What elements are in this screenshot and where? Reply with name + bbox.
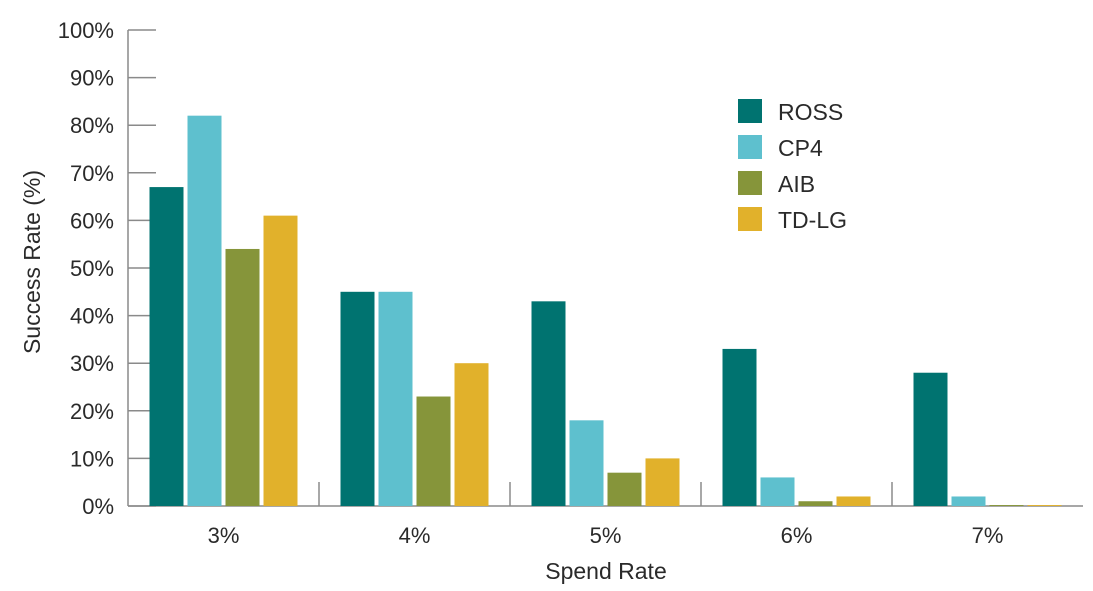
y-tick-label: 40% [70,304,114,329]
y-axis-title: Success Rate (%) [19,170,45,354]
y-tick-label: 50% [70,256,114,281]
bar-aib-0 [225,248,260,506]
y-ticks: 0% 10% 20% 30% 40% 50% 60% 70% 80% 90% 100% [58,18,156,519]
y-tick-label: 70% [70,161,114,186]
y-tick-label: 30% [70,351,114,376]
bar-aib-1 [416,396,451,506]
bar-aib-2 [607,472,642,506]
y-tick-label: 0% [82,494,114,519]
legend-swatch-aib [738,171,762,195]
y-tick-label: 80% [70,113,114,138]
x-axis-title: Spend Rate [545,558,666,584]
bar-td-lg-4 [1027,505,1062,506]
bar-td-lg-1 [454,363,489,506]
bars [149,115,1062,507]
x-ticks: 3% 4% 5% 6% 7% [208,482,1004,548]
bar-ross-2 [531,301,566,506]
y-tick-label: 60% [70,208,114,233]
bar-ross-4 [913,372,948,506]
bar-td-lg-0 [263,215,298,506]
x-tick-label: 6% [781,523,813,548]
y-tick-label: 20% [70,399,114,424]
legend-label-cp4: CP4 [778,135,823,161]
bar-ross-1 [340,291,375,506]
bar-cp4-0 [187,115,222,507]
y-tick-label: 100% [58,18,114,43]
y-tick-label: 10% [70,446,114,471]
legend: ROSS CP4 AIB TD-LG [738,99,847,233]
bar-td-lg-3 [836,496,871,506]
bar-cp4-3 [760,477,795,506]
bar-cp4-1 [378,291,413,506]
bar-cp4-4 [951,496,986,506]
x-tick-label: 4% [399,523,431,548]
bar-aib-3 [798,501,833,506]
bar-ross-3 [722,348,757,506]
y-tick-label: 90% [70,66,114,91]
x-tick-label: 7% [972,523,1004,548]
legend-label-td-lg: TD-LG [778,207,847,233]
bar-aib-4 [989,505,1024,506]
legend-label-ross: ROSS [778,99,843,125]
legend-label-aib: AIB [778,171,815,197]
bar-td-lg-2 [645,458,680,506]
legend-swatch-ross [738,99,762,123]
x-tick-label: 3% [208,523,240,548]
legend-swatch-td-lg [738,207,762,231]
x-tick-label: 5% [590,523,622,548]
bar-cp4-2 [569,420,604,506]
bar-ross-0 [149,187,184,506]
legend-swatch-cp4 [738,135,762,159]
